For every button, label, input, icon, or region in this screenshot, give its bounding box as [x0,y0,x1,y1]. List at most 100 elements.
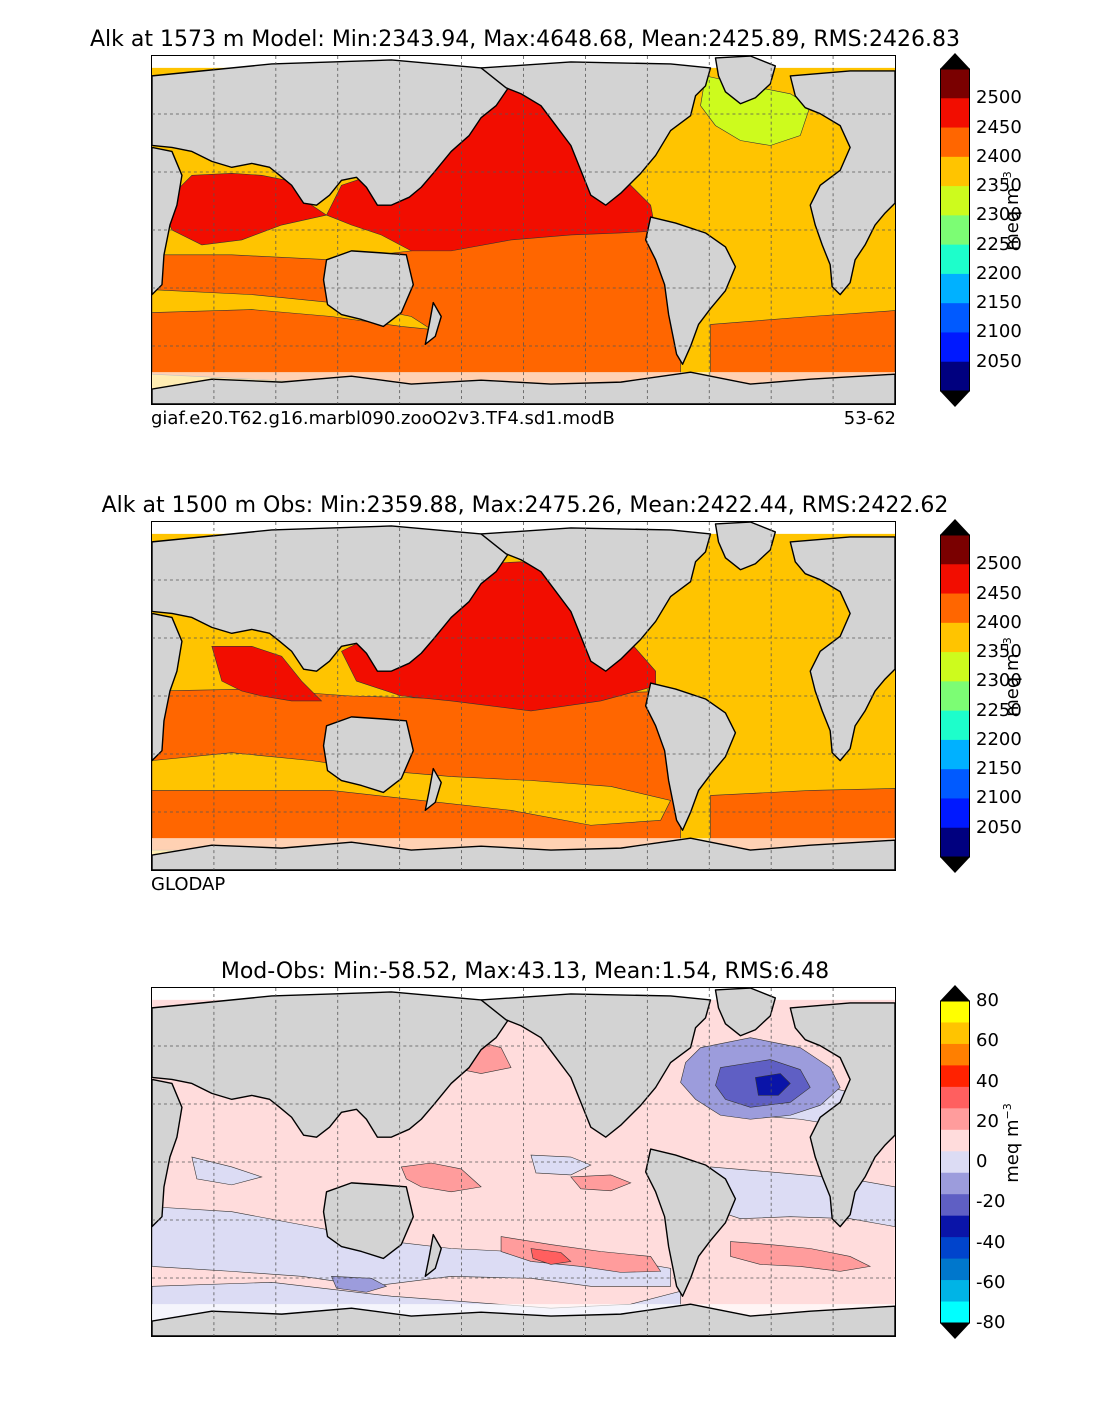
colorbar-segment [940,1258,970,1281]
colorbar-segment [940,798,970,829]
landmass-australia [322,716,414,794]
field-region [211,645,323,702]
colorbar-segment [940,710,970,741]
field-region [530,1248,572,1265]
colorbar-tick-label: 2500 [976,87,1022,109]
colorbar-segment [940,593,970,624]
colorbar-segment [940,535,970,565]
colorbar-tick-label: 0 [976,1151,988,1172]
landmass-eurasiaE [789,1002,895,1228]
landmass-eurasiaE [789,70,895,296]
field-region [530,1154,592,1176]
colorbar-segment [940,1065,970,1088]
graticule [152,522,895,870]
colorbar-tick-label: 2100 [976,787,1022,809]
colorbar-segment [940,361,970,392]
landmass-africaW [152,146,183,296]
field-region [400,1162,482,1193]
colorbar-segment [940,1215,970,1238]
colorbar-tick-label: 2500 [976,553,1022,575]
colorbar-tick-label: 2150 [976,758,1022,780]
colorbar-segment [940,622,970,653]
colorbar-segment [940,769,970,799]
colorbar-segment [940,215,970,246]
colorbar-segment [940,98,970,129]
colorbar-frame [940,534,970,858]
colorbar-tick-label: -80 [976,1312,1006,1333]
model-title: Alk at 1573 m Model: Min:2343.94, Max:46… [89,27,961,52]
obs-source: GLODAP [151,874,226,895]
colorbar-segment [940,1086,970,1109]
colorbar-segment [940,127,970,158]
model-colorbar [940,53,970,407]
colorbar-segment [940,1151,970,1174]
colorbar-tick-label: 60 [976,1030,999,1052]
colorbar-segment [940,1194,970,1217]
colorbar-tick-label: 2250 [976,233,1022,255]
colorbar-tick-label: 2300 [976,670,1022,692]
colorbar-segment [940,681,970,712]
colorbar-segment [940,1172,970,1195]
colorbar-segment [940,244,970,275]
diff-map-svg [152,988,895,1336]
landmass-eurasia [152,59,512,206]
landmass-newzealand [424,767,442,812]
colorbar-segment [940,186,970,216]
colorbar-tick-label: 40 [976,1070,999,1092]
colorbar-svg [940,53,970,407]
colorbar-segment [940,1108,970,1131]
colorbar-segment [940,1043,970,1066]
colorbar-tick-label: 2100 [976,321,1022,343]
colorbar-tick-label: 2450 [976,116,1022,138]
colorbar-svg [940,519,970,873]
colorbar-segment [940,332,970,363]
graticule [152,988,895,1336]
colorbar-segment [940,1001,970,1023]
field-region [570,1174,632,1192]
colorbar-tick-label: 2400 [976,145,1022,167]
colorbar-frame [940,1000,970,1324]
model-map [151,55,896,405]
colorbar-extend-min [940,1323,970,1339]
model-years: 53-62 [843,408,896,429]
diff-panel: Mod-Obs: Min:-58.52, Max:43.13, Mean:1.5… [0,957,1097,1417]
diff-colorbar-unit: meq m−3 [1001,1103,1023,1183]
colorbar-segment [940,69,970,99]
colorbar-segment [940,564,970,595]
field-region [755,1073,791,1096]
obs-colorbar [940,519,970,873]
field-region [331,1276,388,1293]
landmass-eurasiaE [789,536,895,762]
landmass-greenland [714,522,777,571]
colorbar-segment [940,739,970,770]
colorbar-tick-label: 2200 [976,262,1022,284]
obs-colorbar-unit: meq m−3 [1001,637,1023,717]
colorbar-segment [940,1129,970,1152]
colorbar-tick-label: 2350 [976,175,1022,197]
landmass-newzealand [424,1233,442,1278]
obs-panel: Alk at 1500 m Obs: Min:2359.88, Max:2475… [0,491,1097,951]
obs-title: Alk at 1500 m Obs: Min:2359.88, Max:2475… [101,493,949,518]
colorbar-extend-max [940,53,970,69]
model-case-name: giaf.e20.T62.g16.marbl090.zooO2v3.TF4.sd… [151,408,615,429]
landmass-namerica [480,993,712,1138]
colorbar-tick-label: 2050 [976,350,1022,372]
landmass-newzealand [424,301,442,346]
colorbar-segment [940,1301,970,1324]
model-panel: Alk at 1573 m Model: Min:2343.94, Max:46… [0,25,1097,485]
landmass-australia [322,1182,414,1260]
colorbar-tick-label: 20 [976,1110,999,1132]
landmass-greenland [714,988,777,1037]
landmass-africaW [152,612,183,762]
colorbar-segment [940,273,970,304]
colorbar-tick-label: -60 [976,1271,1006,1293]
field-region [730,1241,872,1272]
graticule [152,56,895,404]
colorbar-segment [940,1237,970,1260]
colorbar-extend-max [940,985,970,1001]
colorbar-segment [940,1022,970,1045]
landmass-eurasia [152,991,512,1138]
colorbar-tick-label: 2200 [976,728,1022,750]
diff-map [151,987,896,1337]
colorbar-tick-label: -40 [976,1231,1006,1253]
